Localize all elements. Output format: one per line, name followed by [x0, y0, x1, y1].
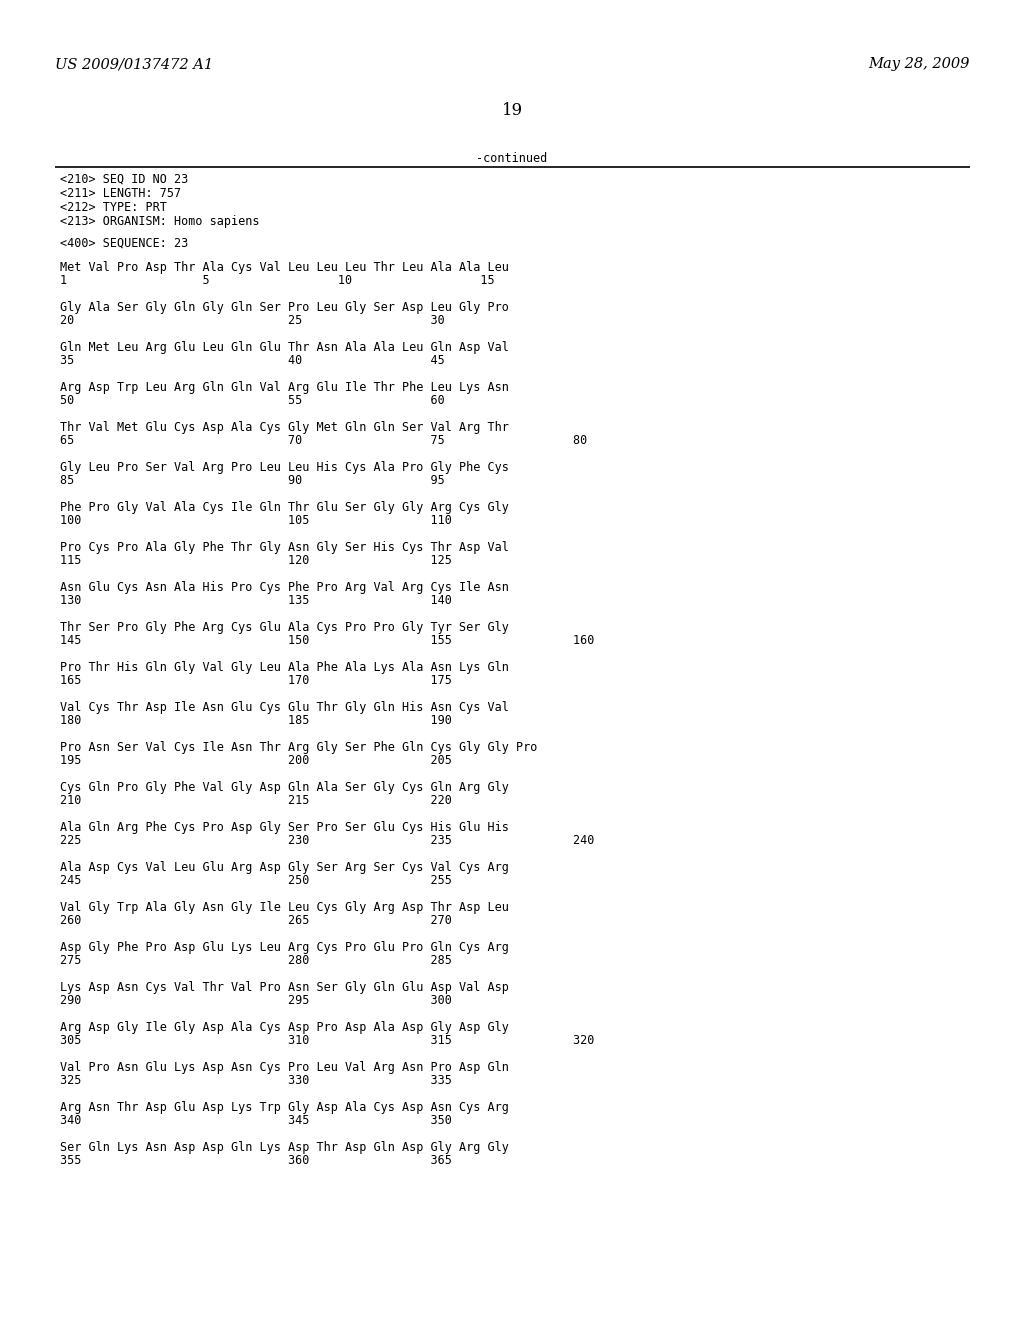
Text: 130                             135                 140: 130 135 140	[60, 594, 452, 607]
Text: Asp Gly Phe Pro Asp Glu Lys Leu Arg Cys Pro Glu Pro Gln Cys Arg: Asp Gly Phe Pro Asp Glu Lys Leu Arg Cys …	[60, 941, 509, 954]
Text: <212> TYPE: PRT: <212> TYPE: PRT	[60, 201, 167, 214]
Text: 145                             150                 155                 160: 145 150 155 160	[60, 634, 594, 647]
Text: Cys Gln Pro Gly Phe Val Gly Asp Gln Ala Ser Gly Cys Gln Arg Gly: Cys Gln Pro Gly Phe Val Gly Asp Gln Ala …	[60, 781, 509, 795]
Text: Pro Asn Ser Val Cys Ile Asn Thr Arg Gly Ser Phe Gln Cys Gly Gly Pro: Pro Asn Ser Val Cys Ile Asn Thr Arg Gly …	[60, 741, 538, 754]
Text: 19: 19	[502, 102, 522, 119]
Text: 115                             120                 125: 115 120 125	[60, 554, 452, 568]
Text: <210> SEQ ID NO 23: <210> SEQ ID NO 23	[60, 173, 188, 186]
Text: 340                             345                 350: 340 345 350	[60, 1114, 452, 1127]
Text: Gly Ala Ser Gly Gln Gly Gln Ser Pro Leu Gly Ser Asp Leu Gly Pro: Gly Ala Ser Gly Gln Gly Gln Ser Pro Leu …	[60, 301, 509, 314]
Text: 65                              70                  75                  80: 65 70 75 80	[60, 434, 587, 447]
Text: 210                             215                 220: 210 215 220	[60, 795, 452, 807]
Text: Pro Thr His Gln Gly Val Gly Leu Ala Phe Ala Lys Ala Asn Lys Gln: Pro Thr His Gln Gly Val Gly Leu Ala Phe …	[60, 661, 509, 675]
Text: 325                             330                 335: 325 330 335	[60, 1074, 452, 1086]
Text: Phe Pro Gly Val Ala Cys Ile Gln Thr Glu Ser Gly Gly Arg Cys Gly: Phe Pro Gly Val Ala Cys Ile Gln Thr Glu …	[60, 502, 509, 513]
Text: 50                              55                  60: 50 55 60	[60, 393, 444, 407]
Text: <400> SEQUENCE: 23: <400> SEQUENCE: 23	[60, 238, 188, 249]
Text: Asn Glu Cys Asn Ala His Pro Cys Phe Pro Arg Val Arg Cys Ile Asn: Asn Glu Cys Asn Ala His Pro Cys Phe Pro …	[60, 581, 509, 594]
Text: Ser Gln Lys Asn Asp Asp Gln Lys Asp Thr Asp Gln Asp Gly Arg Gly: Ser Gln Lys Asn Asp Asp Gln Lys Asp Thr …	[60, 1140, 509, 1154]
Text: Ala Asp Cys Val Leu Glu Arg Asp Gly Ser Arg Ser Cys Val Cys Arg: Ala Asp Cys Val Leu Glu Arg Asp Gly Ser …	[60, 861, 509, 874]
Text: -continued: -continued	[476, 152, 548, 165]
Text: Pro Cys Pro Ala Gly Phe Thr Gly Asn Gly Ser His Cys Thr Asp Val: Pro Cys Pro Ala Gly Phe Thr Gly Asn Gly …	[60, 541, 509, 554]
Text: 355                             360                 365: 355 360 365	[60, 1154, 452, 1167]
Text: 260                             265                 270: 260 265 270	[60, 913, 452, 927]
Text: 225                             230                 235                 240: 225 230 235 240	[60, 834, 594, 847]
Text: 20                              25                  30: 20 25 30	[60, 314, 444, 327]
Text: <213> ORGANISM: Homo sapiens: <213> ORGANISM: Homo sapiens	[60, 215, 259, 228]
Text: Arg Asp Trp Leu Arg Gln Gln Val Arg Glu Ile Thr Phe Leu Lys Asn: Arg Asp Trp Leu Arg Gln Gln Val Arg Glu …	[60, 381, 509, 393]
Text: Val Cys Thr Asp Ile Asn Glu Cys Glu Thr Gly Gln His Asn Cys Val: Val Cys Thr Asp Ile Asn Glu Cys Glu Thr …	[60, 701, 509, 714]
Text: 290                             295                 300: 290 295 300	[60, 994, 452, 1007]
Text: 180                             185                 190: 180 185 190	[60, 714, 452, 727]
Text: 195                             200                 205: 195 200 205	[60, 754, 452, 767]
Text: Thr Val Met Glu Cys Asp Ala Cys Gly Met Gln Gln Ser Val Arg Thr: Thr Val Met Glu Cys Asp Ala Cys Gly Met …	[60, 421, 509, 434]
Text: 165                             170                 175: 165 170 175	[60, 675, 452, 686]
Text: Gln Met Leu Arg Glu Leu Gln Glu Thr Asn Ala Ala Leu Gln Asp Val: Gln Met Leu Arg Glu Leu Gln Glu Thr Asn …	[60, 341, 509, 354]
Text: Val Gly Trp Ala Gly Asn Gly Ile Leu Cys Gly Arg Asp Thr Asp Leu: Val Gly Trp Ala Gly Asn Gly Ile Leu Cys …	[60, 902, 509, 913]
Text: Met Val Pro Asp Thr Ala Cys Val Leu Leu Leu Thr Leu Ala Ala Leu: Met Val Pro Asp Thr Ala Cys Val Leu Leu …	[60, 261, 509, 275]
Text: 245                             250                 255: 245 250 255	[60, 874, 452, 887]
Text: Lys Asp Asn Cys Val Thr Val Pro Asn Ser Gly Gln Glu Asp Val Asp: Lys Asp Asn Cys Val Thr Val Pro Asn Ser …	[60, 981, 509, 994]
Text: Arg Asp Gly Ile Gly Asp Ala Cys Asp Pro Asp Ala Asp Gly Asp Gly: Arg Asp Gly Ile Gly Asp Ala Cys Asp Pro …	[60, 1020, 509, 1034]
Text: May 28, 2009: May 28, 2009	[868, 57, 970, 71]
Text: Gly Leu Pro Ser Val Arg Pro Leu Leu His Cys Ala Pro Gly Phe Cys: Gly Leu Pro Ser Val Arg Pro Leu Leu His …	[60, 461, 509, 474]
Text: <211> LENGTH: 757: <211> LENGTH: 757	[60, 187, 181, 201]
Text: 305                             310                 315                 320: 305 310 315 320	[60, 1034, 594, 1047]
Text: Thr Ser Pro Gly Phe Arg Cys Glu Ala Cys Pro Pro Gly Tyr Ser Gly: Thr Ser Pro Gly Phe Arg Cys Glu Ala Cys …	[60, 620, 509, 634]
Text: 35                              40                  45: 35 40 45	[60, 354, 444, 367]
Text: US 2009/0137472 A1: US 2009/0137472 A1	[55, 57, 213, 71]
Text: Ala Gln Arg Phe Cys Pro Asp Gly Ser Pro Ser Glu Cys His Glu His: Ala Gln Arg Phe Cys Pro Asp Gly Ser Pro …	[60, 821, 509, 834]
Text: 85                              90                  95: 85 90 95	[60, 474, 444, 487]
Text: Arg Asn Thr Asp Glu Asp Lys Trp Gly Asp Ala Cys Asp Asn Cys Arg: Arg Asn Thr Asp Glu Asp Lys Trp Gly Asp …	[60, 1101, 509, 1114]
Text: 275                             280                 285: 275 280 285	[60, 954, 452, 968]
Text: Val Pro Asn Glu Lys Asp Asn Cys Pro Leu Val Arg Asn Pro Asp Gln: Val Pro Asn Glu Lys Asp Asn Cys Pro Leu …	[60, 1061, 509, 1074]
Text: 100                             105                 110: 100 105 110	[60, 513, 452, 527]
Text: 1                   5                  10                  15: 1 5 10 15	[60, 275, 495, 286]
